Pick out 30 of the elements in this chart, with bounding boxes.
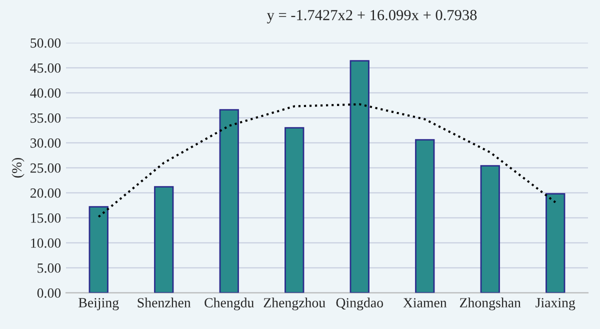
- bar: [88, 206, 108, 293]
- bar: [415, 139, 435, 293]
- bar: [350, 60, 370, 293]
- x-tick-label: Chengdu: [204, 298, 254, 310]
- y-tick-label: 15.00: [31, 213, 61, 223]
- text: y = -1.7427x2 + 16.099x + 0.7938: [266, 10, 477, 24]
- y-tick-label: 0.00: [37, 288, 61, 298]
- x-tick-label: Shenzhen: [138, 298, 191, 308]
- bar: [154, 186, 174, 293]
- y-tick-label: 40.00: [30, 88, 61, 98]
- x-tick-label: Qingdao: [336, 298, 384, 310]
- y-tick-label: 30.00: [30, 138, 61, 148]
- y-tick-label: 35.00: [30, 113, 61, 123]
- y-tick-label: 10.00: [31, 238, 61, 248]
- x-tick-label: Jiaxing: [536, 298, 576, 310]
- y-tick-label: 5.00: [38, 263, 61, 273]
- y-tick-label: 45.00: [30, 63, 61, 73]
- bar: [284, 127, 304, 293]
- x-tick-label: Beijing: [78, 298, 119, 310]
- y-tick-label: 25.00: [30, 163, 61, 173]
- y-tick-label: 50.00: [30, 38, 61, 48]
- y-tick-label: 20.00: [30, 188, 61, 198]
- y-axis-title: (%): [12, 158, 24, 178]
- x-tick-label: Zhongshan: [460, 298, 521, 310]
- bar: [546, 193, 566, 293]
- x-tick-label: Zhengzhou: [264, 298, 326, 310]
- line-series: [98, 103, 556, 218]
- bar: [480, 165, 500, 293]
- bar: [219, 109, 239, 293]
- x-tick-label: Xiamen: [403, 298, 447, 308]
